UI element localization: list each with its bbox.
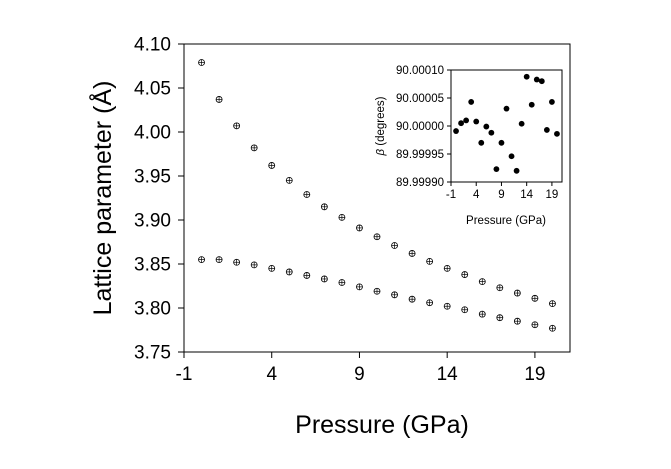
main-point-c	[549, 324, 556, 332]
inset-point-beta	[453, 128, 459, 134]
main-point-c	[391, 291, 398, 299]
main-point-a	[303, 191, 311, 198]
main-point-c	[268, 264, 276, 272]
inset-y-axis-label: β (degrees)	[375, 96, 387, 156]
main-point-c	[198, 256, 205, 264]
main-point-c	[215, 256, 223, 264]
inset-point-beta	[503, 105, 510, 112]
main-point-a	[531, 294, 539, 302]
main-point-c	[250, 261, 258, 269]
main-point-c	[285, 268, 293, 276]
inset-point-beta	[473, 118, 480, 125]
main-point-c	[461, 306, 469, 314]
main-x-axis-label: Pressure (GPa)	[295, 411, 469, 439]
main-point-a	[233, 122, 241, 130]
inset-chart: 89.99990 89.99995 90.00000 90.00005 90.00010…	[375, 65, 563, 227]
inset-point-beta	[513, 167, 520, 174]
main-plot-frame	[183, 43, 571, 353]
main-chart: 3.75 3.80 3.85 3.90 3.95 4.00 4.05 4.10 -1 4 9 14 1…	[87, 35, 571, 439]
main-point-c	[478, 310, 486, 318]
main-point-a	[391, 242, 398, 249]
main-point-a	[461, 271, 469, 278]
inset-point-beta	[538, 78, 545, 85]
main-y-tick-label: 3.75	[134, 343, 171, 364]
main-point-a	[250, 144, 258, 152]
inset-y-axis-symbol: β	[375, 149, 387, 157]
main-point-c	[531, 321, 539, 329]
inset-x-tick-label: 9	[498, 189, 504, 201]
main-point-c	[233, 258, 241, 266]
inset-y-tick-label: 90.00005	[396, 93, 444, 105]
main-point-a	[443, 264, 451, 272]
main-y-tick-label: 4.10	[134, 35, 171, 56]
inset-point-beta	[549, 99, 555, 105]
main-point-c	[496, 314, 504, 322]
inset-x-tick-label: 4	[473, 189, 480, 201]
main-point-a	[426, 257, 434, 265]
main-point-c	[338, 279, 346, 286]
main-point-c	[426, 299, 434, 307]
main-point-c	[303, 272, 311, 279]
main-point-a	[513, 289, 521, 297]
main-y-tick-label: 3.80	[134, 299, 171, 320]
inset-point-beta	[533, 76, 540, 83]
main-y-tick-label: 3.90	[134, 211, 171, 232]
inset-point-beta	[458, 120, 464, 127]
inset-point-beta	[508, 153, 515, 160]
inset-x-axis-label: Pressure (GPa)	[466, 215, 546, 227]
main-point-a	[408, 250, 416, 257]
main-x-tick-label: 9	[354, 364, 365, 385]
inset-x-tick-label: 19	[546, 189, 559, 201]
inset-point-beta	[518, 120, 525, 127]
inset-y-tick-label: 89.99995	[396, 149, 444, 161]
main-point-c	[373, 287, 381, 295]
main-x-tick-label: 4	[266, 364, 277, 385]
inset-point-beta	[554, 130, 560, 137]
inset-x-tick-label: -1	[446, 189, 456, 201]
main-point-a	[198, 59, 205, 66]
inset-x-tick-label: 14	[520, 189, 533, 201]
main-point-a	[215, 96, 223, 103]
inset-point-beta	[478, 139, 485, 146]
main-x-tick-label: 14	[437, 364, 459, 385]
main-x-tick-label: -1	[176, 364, 193, 385]
main-point-a	[285, 176, 293, 184]
main-x-tick-label: 19	[524, 364, 545, 385]
main-point-c	[513, 317, 521, 325]
main-point-c	[356, 283, 363, 291]
main-point-c	[443, 302, 451, 310]
main-point-a	[549, 300, 556, 308]
main-point-a	[320, 203, 328, 211]
main-point-a	[373, 233, 381, 241]
main-point-a	[356, 224, 363, 232]
inset-point-beta	[523, 73, 530, 80]
inset-y-tick-label: 89.99990	[396, 177, 444, 189]
main-y-tick-label: 4.05	[134, 79, 171, 100]
inset-point-beta	[488, 129, 495, 136]
inset-point-beta	[468, 99, 475, 105]
main-y-tick-label: 3.95	[134, 167, 171, 188]
main-y-tick-label: 3.85	[134, 255, 171, 276]
main-point-a	[268, 162, 276, 169]
inset-point-beta	[498, 139, 505, 146]
inset-point-beta	[528, 101, 535, 108]
main-point-c	[408, 295, 416, 303]
inset-y-axis-text: (degrees)	[375, 96, 387, 149]
main-point-a	[338, 213, 346, 221]
inset-y-tick-label: 90.00000	[396, 121, 444, 133]
main-y-tick-label: 4.00	[134, 123, 171, 144]
main-y-axis-label: Lattice parameter (Å)	[87, 81, 117, 316]
inset-point-beta	[483, 123, 490, 130]
inset-point-beta	[463, 117, 470, 124]
main-point-a	[496, 284, 504, 292]
inset-point-beta	[493, 166, 500, 173]
inset-plot-frame	[450, 69, 563, 183]
main-point-c	[320, 275, 328, 283]
inset-y-tick-label: 90.00010	[396, 65, 444, 77]
main-point-a	[478, 278, 486, 286]
inset-point-beta	[543, 127, 550, 133]
